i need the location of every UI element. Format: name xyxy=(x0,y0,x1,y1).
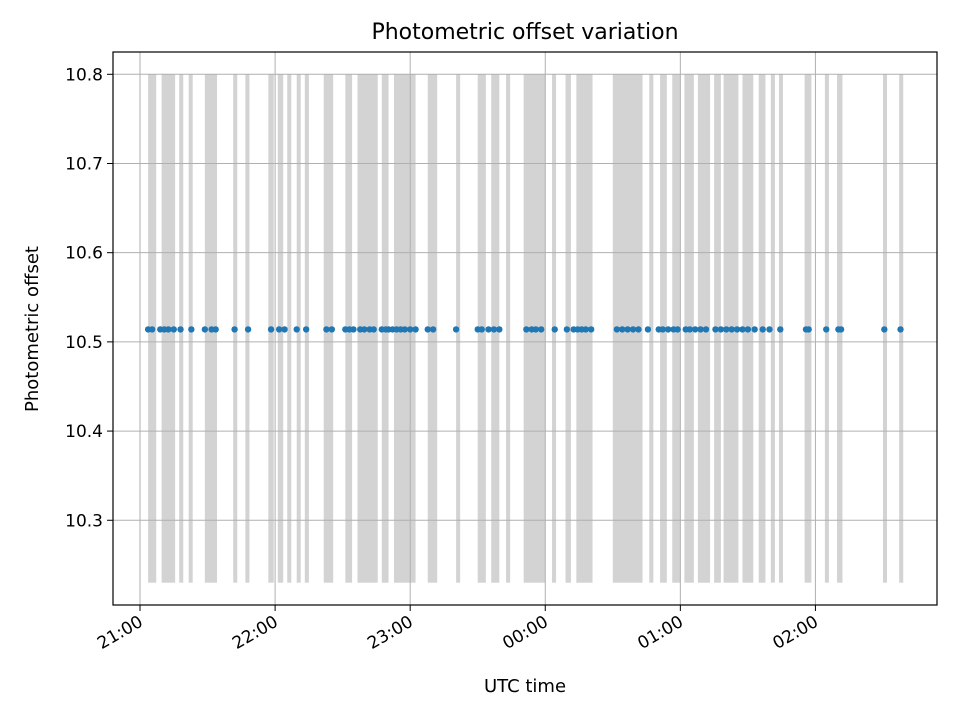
data-point-78 xyxy=(751,326,758,333)
data-point-58 xyxy=(629,326,637,333)
data-point-11 xyxy=(231,326,238,333)
data-point-69 xyxy=(697,326,704,333)
data-point-36 xyxy=(424,326,431,333)
data-point-8 xyxy=(201,326,209,333)
data-point-79 xyxy=(759,326,766,333)
data-point-6 xyxy=(177,326,184,333)
data-points xyxy=(144,326,904,333)
data-point-88 xyxy=(897,326,904,333)
data-point-14 xyxy=(275,326,283,333)
data-point-56 xyxy=(619,326,626,333)
y-axis-ticks: 10.3 10.4 10.5 10.6 10.7 10.8 xyxy=(65,65,113,531)
x-axis-label: UTC time xyxy=(484,676,566,697)
x-tick-label-0: 21:00 xyxy=(94,612,146,654)
data-point-73 xyxy=(723,326,730,333)
data-point-75 xyxy=(733,326,741,333)
x-axis-ticks: 21:00 22:00 23:00 00:00 01:00 02:00 xyxy=(94,605,822,654)
data-point-7 xyxy=(188,326,195,333)
data-point-43 xyxy=(496,326,503,333)
data-point-72 xyxy=(717,326,725,333)
data-point-67 xyxy=(686,326,693,333)
data-point-42 xyxy=(490,326,498,333)
data-point-10 xyxy=(212,326,219,333)
data-point-41 xyxy=(485,326,492,333)
data-point-1 xyxy=(148,326,156,333)
data-point-80 xyxy=(766,326,773,333)
x-tick-label-5: 02:00 xyxy=(769,612,821,654)
x-tick-label-1: 22:00 xyxy=(229,612,281,654)
data-point-33 xyxy=(401,326,408,333)
data-point-38 xyxy=(452,326,460,333)
y-tick-label-0: 10.3 xyxy=(65,511,103,531)
data-point-57 xyxy=(624,326,631,333)
data-point-53 xyxy=(582,326,589,333)
exposure-band-36 xyxy=(770,74,775,583)
data-point-24 xyxy=(361,326,368,333)
data-point-35 xyxy=(412,326,419,333)
y-tick-label-2: 10.5 xyxy=(65,333,103,353)
y-tick-label-4: 10.7 xyxy=(65,154,103,174)
data-point-12 xyxy=(244,326,252,333)
data-point-60 xyxy=(644,326,652,333)
data-point-65 xyxy=(674,326,681,333)
exposure-band-27 xyxy=(649,74,654,583)
y-tick-label-3: 10.6 xyxy=(65,244,103,264)
exposure-band-21 xyxy=(506,74,511,583)
data-point-16 xyxy=(293,326,300,333)
data-point-77 xyxy=(744,326,752,333)
data-point-17 xyxy=(302,326,310,333)
data-point-62 xyxy=(659,326,666,333)
data-point-47 xyxy=(538,326,545,333)
data-point-68 xyxy=(692,326,699,333)
y-tick-label-5: 10.8 xyxy=(65,65,103,85)
data-point-44 xyxy=(523,326,530,333)
data-point-34 xyxy=(406,326,414,333)
data-point-18 xyxy=(323,326,330,333)
data-point-13 xyxy=(267,326,275,333)
data-point-71 xyxy=(712,326,719,333)
data-point-55 xyxy=(613,326,621,333)
data-point-26 xyxy=(370,326,377,333)
data-point-5 xyxy=(170,326,177,333)
data-point-4 xyxy=(165,326,172,333)
data-point-87 xyxy=(881,326,888,333)
data-point-37 xyxy=(429,326,437,333)
y-tick-label-1: 10.4 xyxy=(65,422,103,442)
data-point-74 xyxy=(728,326,735,333)
data-point-84 xyxy=(823,326,830,333)
y-axis-label: Photometric offset xyxy=(22,246,43,412)
data-point-83 xyxy=(805,326,812,333)
data-point-46 xyxy=(532,326,540,333)
data-point-49 xyxy=(563,326,571,333)
data-point-19 xyxy=(328,326,336,333)
data-point-48 xyxy=(551,326,558,333)
data-point-76 xyxy=(739,326,746,333)
plot-frame xyxy=(112,51,938,606)
exposure-band-9 xyxy=(287,74,292,583)
chart-title: Photometric offset variation xyxy=(371,20,678,45)
x-tick-label-3: 00:00 xyxy=(499,612,551,654)
data-point-22 xyxy=(350,326,357,333)
data-point-40 xyxy=(478,326,485,333)
data-point-54 xyxy=(587,326,595,333)
data-point-63 xyxy=(664,326,672,333)
data-point-81 xyxy=(777,326,784,333)
data-point-70 xyxy=(702,326,710,333)
data-point-15 xyxy=(281,326,288,333)
x-tick-label-2: 23:00 xyxy=(364,612,416,654)
data-point-59 xyxy=(635,326,642,333)
data-point-86 xyxy=(837,326,845,333)
x-tick-label-4: 01:00 xyxy=(634,612,686,654)
